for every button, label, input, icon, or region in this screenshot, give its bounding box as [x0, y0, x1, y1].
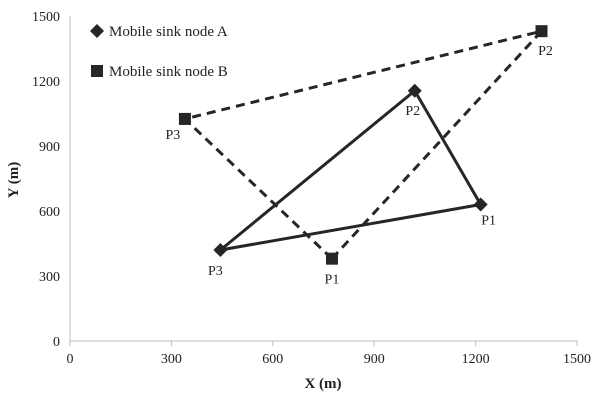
- point-label: P1: [481, 214, 496, 229]
- legend-label: Mobile sink node A: [109, 24, 228, 40]
- y-tick-label: 600: [39, 205, 60, 220]
- y-tick-label: 1200: [32, 75, 60, 90]
- y-axis-title: Y (m): [6, 162, 22, 199]
- y-tick-label: 300: [39, 270, 60, 285]
- legend: Mobile sink node A Mobile sink node B: [90, 24, 228, 80]
- x-tick-label: 600: [262, 352, 283, 367]
- legend-label: Mobile sink node B: [109, 64, 228, 80]
- x-tick-label: 1500: [563, 352, 591, 367]
- legend-marker: [90, 24, 104, 38]
- x-tick-label: 1200: [462, 352, 490, 367]
- data-point: [536, 25, 548, 37]
- y-tick-label: 900: [39, 140, 60, 155]
- y-tick-label: 1500: [32, 10, 60, 25]
- point-label: P3: [208, 264, 223, 279]
- x-tick-label: 900: [364, 352, 385, 367]
- series-markers: [179, 25, 548, 265]
- legend-marker: [91, 65, 103, 77]
- point-label: P2: [538, 44, 553, 59]
- data-point: [474, 198, 488, 212]
- x-tick-label: 0: [67, 352, 74, 367]
- x-axis-title: X (m): [304, 376, 341, 392]
- point-label: P2: [405, 104, 420, 119]
- x-tick-label: 300: [161, 352, 182, 367]
- y-tick-label: 0: [53, 335, 60, 350]
- data-point: [179, 113, 191, 125]
- data-point: [326, 253, 338, 265]
- point-label: P1: [325, 273, 340, 288]
- point-label: P3: [166, 128, 181, 143]
- series-line-0: [220, 91, 480, 250]
